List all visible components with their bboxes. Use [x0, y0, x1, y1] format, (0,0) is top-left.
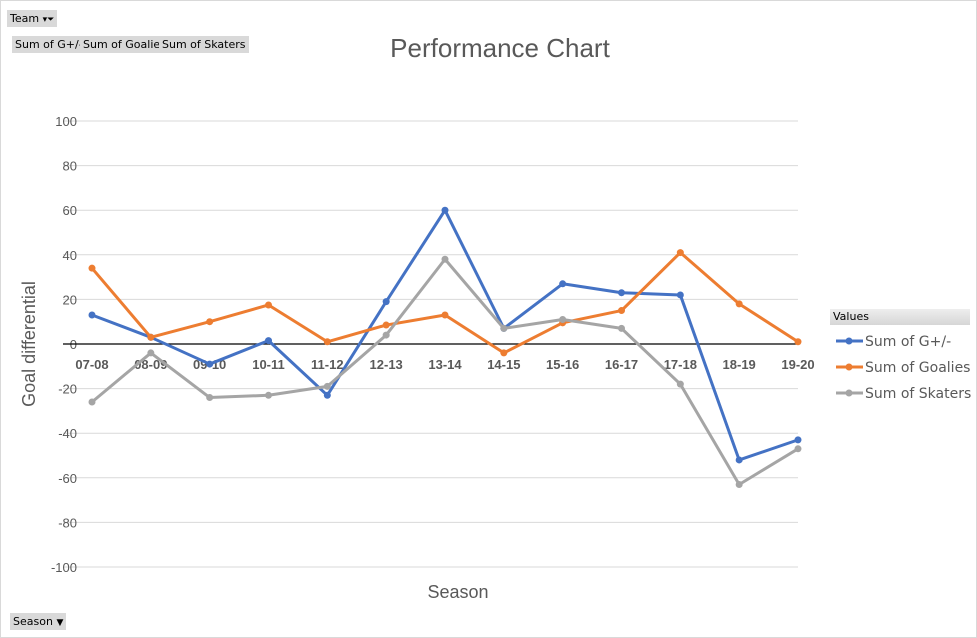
data-point [382, 321, 390, 329]
season-axis-label: Season [13, 615, 53, 628]
x-tick-label: 14-15 [487, 357, 520, 372]
x-tick-label: 17-18 [664, 357, 697, 372]
data-point [323, 338, 331, 346]
x-tick-label: 10-11 [252, 357, 285, 372]
data-point [559, 280, 567, 288]
y-tick-label: -80 [58, 515, 77, 530]
data-point [676, 380, 684, 388]
y-tick-label: 60 [63, 203, 77, 218]
legend-marker [845, 337, 853, 345]
data-point [500, 324, 508, 332]
team-filter-button[interactable]: Team ▾⏷ [7, 10, 58, 27]
y-tick-label: -40 [58, 426, 77, 441]
data-point [382, 331, 390, 339]
x-tick-label: 15-16 [546, 357, 579, 372]
data-point [794, 445, 802, 453]
y-tick-label: 80 [63, 159, 77, 174]
data-point [618, 289, 625, 297]
x-tick-label: 16-17 [605, 357, 638, 372]
legend-entry: Sum of Skaters [865, 386, 971, 402]
data-point [735, 456, 743, 464]
season-axis-button[interactable]: Season ▼ [10, 613, 67, 630]
y-tick-label: -100 [51, 560, 77, 575]
team-filter-label: Team [10, 12, 40, 25]
data-point [382, 298, 390, 306]
data-point [441, 255, 449, 263]
value-button-goalies[interactable]: Sum of Goalies [80, 36, 169, 53]
data-point [88, 311, 96, 319]
x-tick-label: 19-20 [781, 357, 814, 372]
x-tick-label: 12-13 [370, 357, 403, 372]
x-tick-label: 11-12 [311, 357, 344, 372]
data-point [618, 307, 625, 315]
data-point [206, 360, 214, 368]
data-point [676, 291, 684, 299]
legend-marker [845, 363, 853, 371]
value-button-skaters[interactable]: Sum of Skaters [159, 36, 249, 53]
y-tick-label: 100 [55, 114, 77, 129]
filter-icon: ▾⏷ [42, 15, 55, 25]
x-tick-label: 18-19 [723, 357, 756, 372]
data-point [265, 391, 272, 399]
legend-title: Values [830, 309, 970, 325]
data-point [794, 436, 802, 444]
legend-marker [845, 389, 853, 397]
data-point [441, 311, 449, 319]
legend-entry: Sum of G+/- [865, 334, 951, 350]
x-axis-title: Season [427, 582, 488, 602]
data-point [794, 338, 802, 346]
data-point [206, 394, 214, 402]
y-axis-title: Goal differential [19, 281, 39, 407]
y-tick-label: -20 [58, 382, 77, 397]
x-tick-label: 07-08 [75, 357, 108, 372]
legend-entry: Sum of Goalies [865, 360, 970, 376]
y-tick-label: 20 [63, 292, 77, 307]
data-point [735, 480, 743, 488]
y-tick-label: -60 [58, 471, 77, 486]
data-point [559, 315, 567, 323]
data-point [618, 324, 625, 332]
value-button-g[interactable]: Sum of G+/- [12, 36, 86, 53]
x-tick-label: 13-14 [428, 357, 462, 372]
data-point [265, 337, 272, 345]
chart-title: Performance Chart [390, 33, 610, 63]
series-line-0 [91, 208, 799, 462]
data-point [735, 300, 743, 308]
data-point [676, 249, 684, 257]
dropdown-icon: ▼ [56, 618, 64, 628]
data-point [323, 382, 331, 390]
data-point [206, 318, 214, 326]
data-point [441, 206, 449, 214]
data-point [265, 301, 272, 309]
y-tick-label: 40 [63, 248, 77, 263]
data-point [323, 391, 331, 399]
data-point [500, 349, 508, 357]
data-point [147, 333, 155, 341]
data-point [88, 264, 96, 272]
data-point [88, 398, 96, 406]
data-point [147, 349, 155, 357]
series-line-1 [90, 251, 799, 355]
